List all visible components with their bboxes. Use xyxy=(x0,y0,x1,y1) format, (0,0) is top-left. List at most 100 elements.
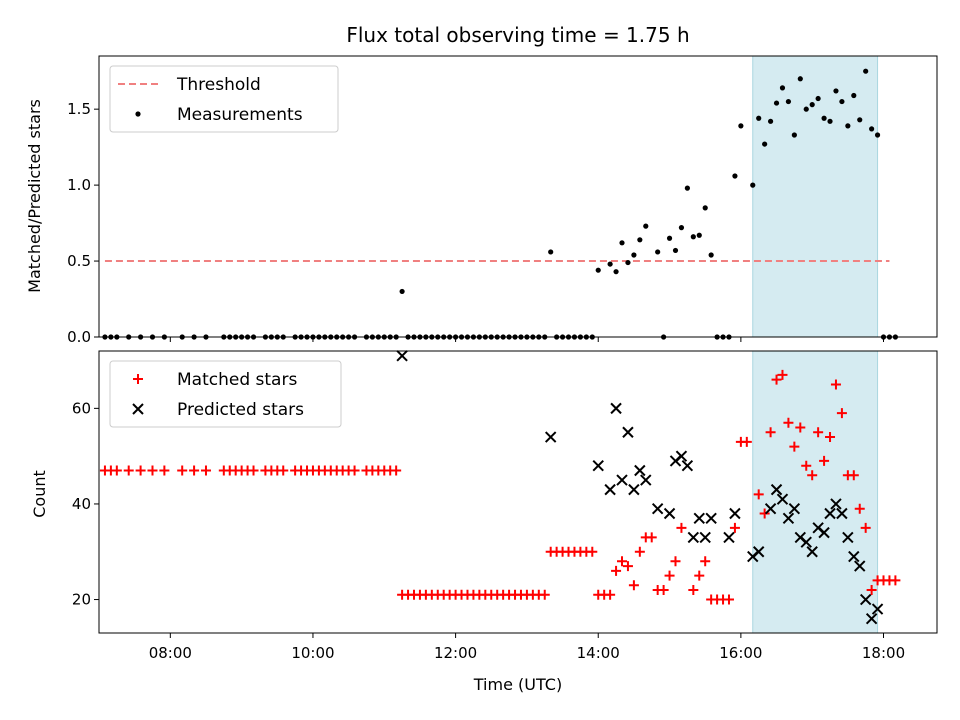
measurement-point xyxy=(399,288,405,295)
measurement-point xyxy=(839,98,845,105)
y-tick-label: 20 xyxy=(72,591,91,609)
measurement-point xyxy=(548,249,554,255)
matched-star-point xyxy=(628,580,639,591)
matched-star-point xyxy=(866,584,877,595)
measurement-point xyxy=(874,132,881,138)
measurement-point xyxy=(613,269,619,275)
measurement-point xyxy=(643,223,649,229)
predicted-star-point xyxy=(675,450,688,462)
predicted-star-point xyxy=(824,507,836,520)
predicted-star-point xyxy=(871,603,884,615)
measurement-point xyxy=(619,240,625,246)
bottom-y-ticks: 20 40 60 xyxy=(72,399,99,609)
top-legend-box xyxy=(109,65,339,133)
predicted-star-point xyxy=(610,402,622,415)
measurement-point xyxy=(785,98,792,105)
x-axis-label: Time (UTC) xyxy=(473,675,562,694)
predicted-star-point xyxy=(592,460,604,472)
matched-star-point xyxy=(694,570,705,581)
predicted-star-point xyxy=(854,560,866,572)
measurement-point xyxy=(655,249,661,255)
predicted-star-point xyxy=(729,507,741,520)
matched-star-point xyxy=(189,465,200,476)
matched-star-point xyxy=(860,522,871,533)
measurement-point xyxy=(821,115,827,121)
predicted-star-point xyxy=(865,612,878,625)
predicted-star-point xyxy=(770,483,783,496)
bottom-panel: 20 40 60 08:00 10:00 12:00 14:00 16:00 18:00 Co… xyxy=(30,350,938,694)
top-highlight-span xyxy=(752,55,879,338)
matched-star-point xyxy=(159,465,170,476)
matched-star-point xyxy=(777,369,788,380)
measurement-point xyxy=(809,102,815,108)
matched-star-point xyxy=(753,489,764,500)
predicted-star-point xyxy=(681,460,694,472)
predicted-star-point xyxy=(764,503,777,515)
predicted-star-point xyxy=(634,464,646,477)
x-tick-label: 14:00 xyxy=(577,644,620,662)
predicted-star-point xyxy=(640,474,652,486)
matched-star-point xyxy=(723,594,734,605)
legend-measurements-label: Measurements xyxy=(177,105,303,125)
measurement-point xyxy=(684,185,690,191)
predicted-star-point xyxy=(663,507,676,520)
measurement-point xyxy=(803,106,809,112)
matched-star-point xyxy=(771,374,782,385)
matched-star-point xyxy=(658,584,669,595)
top-y-axis-label: Matched/Predicted stars xyxy=(25,99,44,293)
measurement-point xyxy=(797,76,803,82)
matched-star-point xyxy=(741,436,752,447)
matched-star-point xyxy=(848,470,859,481)
measurement-point xyxy=(869,126,875,132)
chart-title: Flux total observing time = 1.75 h xyxy=(346,23,689,47)
matched-star-point xyxy=(729,522,740,533)
matched-star-point xyxy=(688,584,699,595)
measurement-point xyxy=(756,115,762,121)
measurement-point xyxy=(666,235,673,241)
measurement-point xyxy=(690,234,696,240)
legend-measurements-swatch xyxy=(135,111,141,117)
matched-star-point xyxy=(622,561,633,572)
predicted-star-point xyxy=(782,512,795,524)
matched-star-point xyxy=(825,432,836,443)
predicted-star-point xyxy=(842,531,854,544)
measurement-point xyxy=(607,261,613,267)
matched-star-point xyxy=(278,465,289,476)
predicted-star-point xyxy=(396,350,408,362)
bottom-marks xyxy=(99,350,901,625)
predicted-star-point xyxy=(788,503,801,515)
y-tick-label: 1.5 xyxy=(67,100,91,118)
measurement-point xyxy=(863,68,869,74)
matched-star-point xyxy=(801,460,812,471)
matched-star-point xyxy=(664,570,675,581)
measurement-point xyxy=(631,252,637,258)
bottom-x-ticks: 08:00 10:00 12:00 14:00 16:00 18:00 xyxy=(149,633,905,662)
measurement-point xyxy=(702,205,708,211)
bottom-highlight-span xyxy=(752,350,879,634)
measurement-point xyxy=(827,118,833,124)
predicted-star-point xyxy=(622,426,634,438)
matched-star-point xyxy=(676,522,687,533)
matched-star-point xyxy=(890,575,901,586)
x-tick-label: 18:00 xyxy=(862,644,905,662)
matched-star-point xyxy=(391,465,402,476)
predicted-star-point xyxy=(818,526,830,539)
measurement-point xyxy=(625,259,631,266)
measurement-point xyxy=(595,267,601,273)
predicted-star-point xyxy=(859,593,872,606)
y-tick-label: 60 xyxy=(72,399,91,417)
legend-predicted-label: Predicted stars xyxy=(177,400,304,420)
matched-star-point xyxy=(200,465,211,476)
x-tick-label: 08:00 xyxy=(149,644,192,662)
predicted-star-point xyxy=(752,546,765,558)
predicted-star-point xyxy=(800,536,812,548)
measurement-point xyxy=(678,225,685,231)
x-tick-label: 12:00 xyxy=(434,644,477,662)
predicted-star-point xyxy=(628,483,640,496)
legend-threshold-label: Threshold xyxy=(176,75,261,95)
measurement-point xyxy=(732,173,738,179)
top-plot-frame xyxy=(98,55,938,338)
matched-star-point xyxy=(539,589,550,600)
x-tick-label: 10:00 xyxy=(291,644,334,662)
measurement-point xyxy=(696,232,702,238)
